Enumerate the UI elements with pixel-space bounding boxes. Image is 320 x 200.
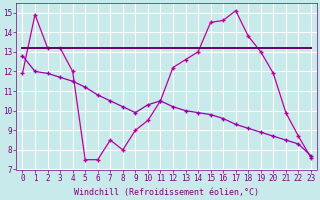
X-axis label: Windchill (Refroidissement éolien,°C): Windchill (Refroidissement éolien,°C) (74, 188, 259, 197)
